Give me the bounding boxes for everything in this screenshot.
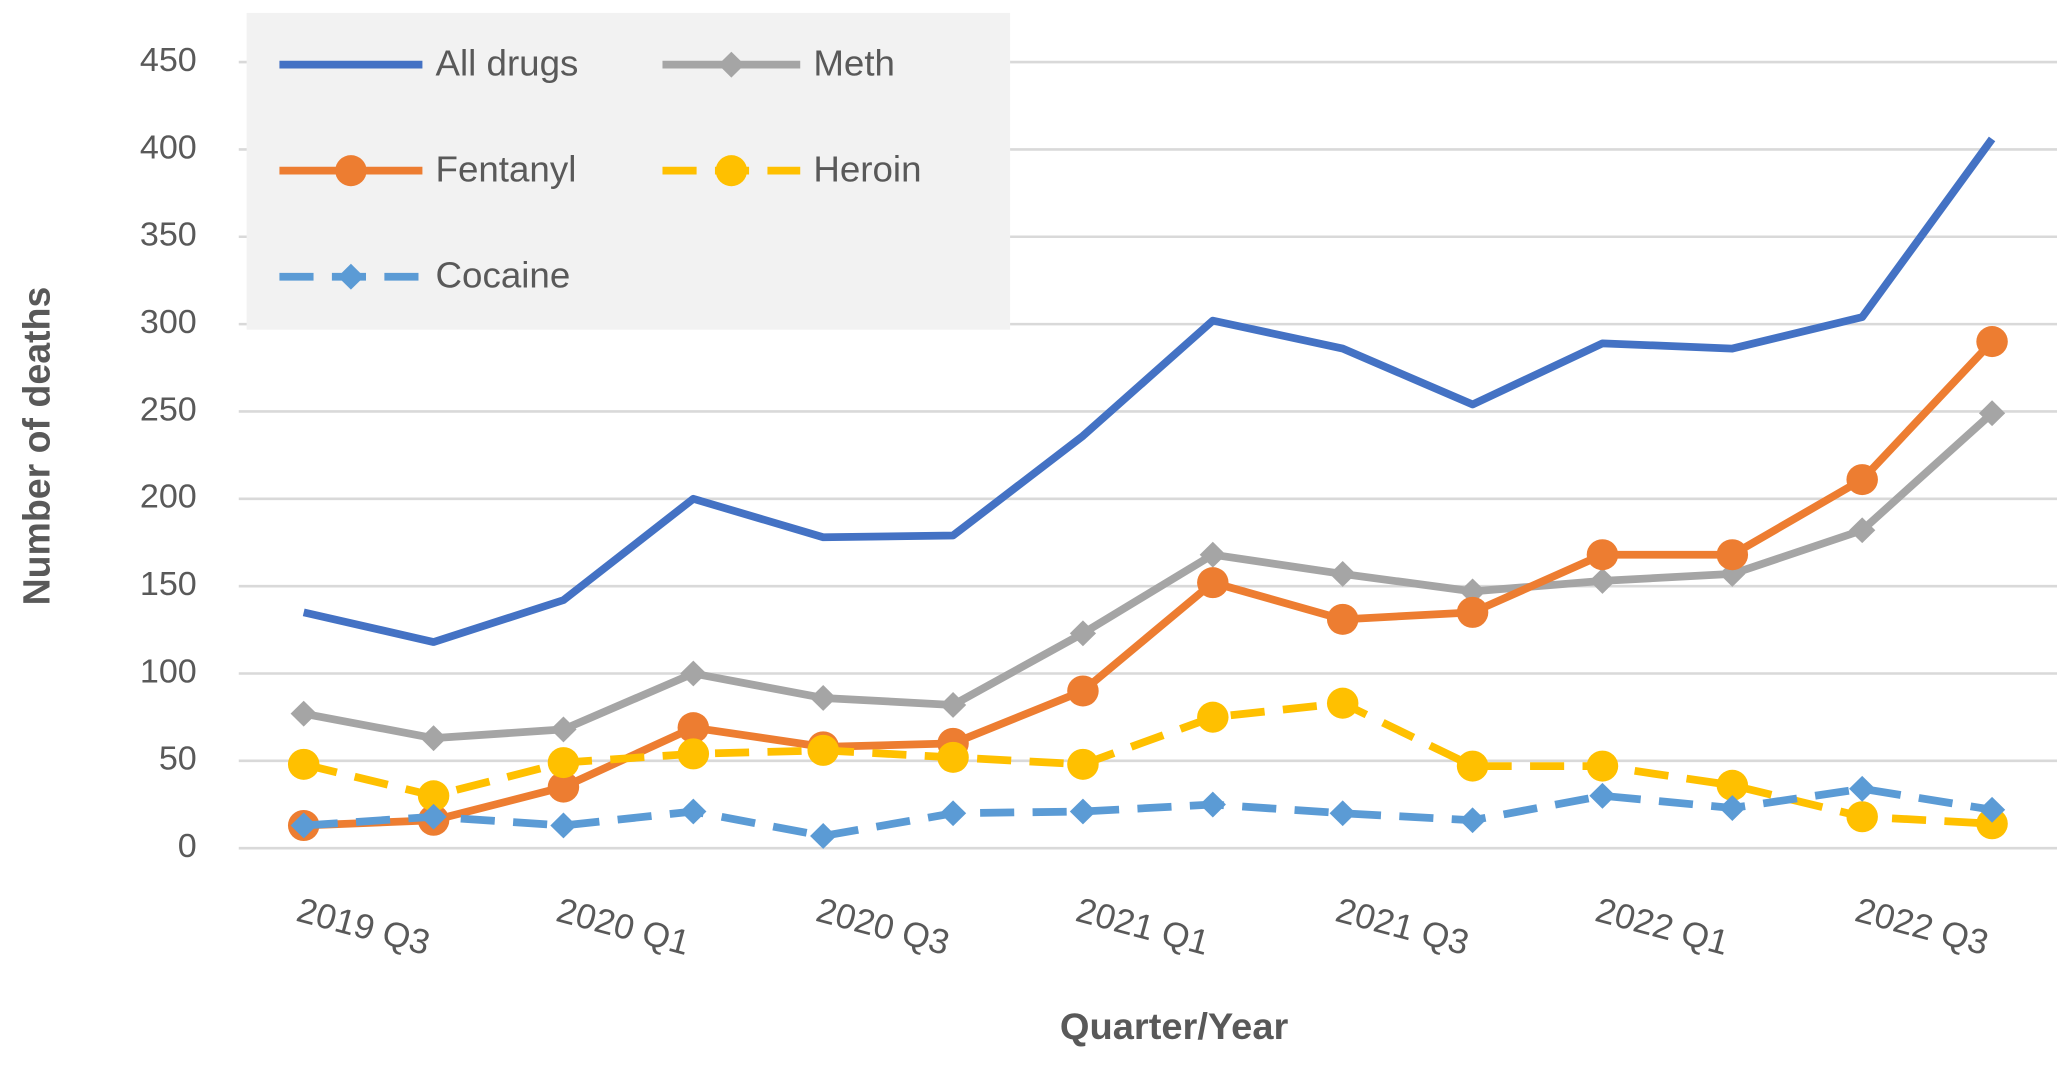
point — [1067, 675, 1099, 707]
point — [550, 812, 577, 839]
point — [1716, 539, 1749, 571]
series — [290, 775, 2006, 849]
y-tick-label: 100 — [140, 653, 197, 691]
point — [420, 803, 447, 830]
point — [1069, 798, 1097, 825]
point — [1978, 400, 2006, 427]
point — [937, 741, 969, 773]
legend: All drugs Meth Fentanyl Heroin Cocaine — [246, 12, 1011, 330]
point — [807, 734, 839, 766]
point — [810, 823, 837, 849]
x-tick-label: 2021 Q1 — [1072, 891, 1213, 963]
point — [550, 716, 577, 743]
y-tick-label: 50 — [159, 740, 197, 778]
y-tick-label: 300 — [140, 303, 197, 341]
legend-label: Meth — [813, 43, 895, 84]
series-line — [303, 784, 1993, 840]
y-tick-label: 150 — [140, 565, 197, 603]
series — [287, 326, 2008, 841]
point — [1456, 596, 1489, 628]
legend-label: Fentanyl — [436, 149, 577, 190]
y-axis-title: Number of deaths — [16, 287, 58, 606]
legend-label: Heroin — [813, 149, 921, 190]
point — [547, 747, 580, 779]
point — [1069, 620, 1097, 647]
point — [1197, 567, 1229, 599]
x-tick-label: 2020 Q1 — [552, 891, 693, 963]
point — [680, 798, 707, 825]
point — [1326, 603, 1359, 635]
point — [1197, 701, 1229, 733]
y-tick-label: 200 — [140, 478, 197, 516]
point — [290, 700, 317, 727]
y-tick-label: 400 — [140, 129, 197, 167]
series-line — [302, 410, 1995, 743]
point — [1719, 795, 1746, 821]
point — [287, 748, 320, 780]
point — [810, 685, 837, 711]
point — [1329, 800, 1356, 827]
point — [417, 780, 450, 812]
point — [1976, 326, 2008, 358]
x-tick-label: 2022 Q3 — [1851, 891, 1992, 963]
legend-label: All drugs — [436, 43, 579, 84]
point — [677, 712, 710, 744]
point — [1459, 807, 1486, 834]
x-tick-label: 2019 Q3 — [293, 891, 434, 963]
x-tick-label: 2022 Q1 — [1591, 891, 1732, 963]
y-tick-label: 350 — [140, 216, 197, 254]
point — [677, 738, 710, 770]
y-tick-label: 450 — [140, 41, 197, 79]
point — [1846, 801, 1878, 833]
y-tick-label: 250 — [140, 391, 197, 429]
point — [1067, 748, 1099, 780]
legend-marker — [335, 155, 367, 187]
point — [939, 692, 967, 718]
point — [1846, 464, 1878, 496]
point — [547, 771, 580, 803]
legend-label: Cocaine — [436, 255, 571, 296]
y-tick-label: 0 — [178, 827, 197, 865]
x-axis-title: Quarter/Year — [1060, 1006, 1289, 1048]
point — [1849, 517, 1876, 544]
point — [1456, 750, 1489, 782]
point — [1586, 750, 1619, 782]
point — [680, 660, 707, 687]
point — [1199, 791, 1226, 818]
x-tick-label: 2020 Q3 — [812, 891, 953, 963]
legend-marker — [715, 155, 748, 187]
point — [420, 725, 447, 752]
point — [1586, 539, 1619, 571]
point — [1326, 687, 1359, 719]
series — [302, 136, 1996, 646]
point — [1849, 775, 1876, 802]
point — [1459, 578, 1486, 605]
point — [1976, 808, 2008, 840]
series-line — [302, 136, 1996, 646]
series-line — [303, 338, 1995, 830]
legend-marker — [718, 51, 745, 78]
x-tick-label: 2021 Q3 — [1332, 891, 1473, 963]
point — [1199, 541, 1226, 568]
point — [1589, 567, 1616, 594]
point — [939, 800, 967, 827]
point — [1329, 560, 1356, 587]
series — [287, 687, 2008, 840]
point — [1589, 782, 1616, 809]
point — [1716, 769, 1749, 801]
series — [290, 400, 2006, 752]
series-line — [302, 699, 1993, 828]
point — [1978, 796, 2006, 823]
